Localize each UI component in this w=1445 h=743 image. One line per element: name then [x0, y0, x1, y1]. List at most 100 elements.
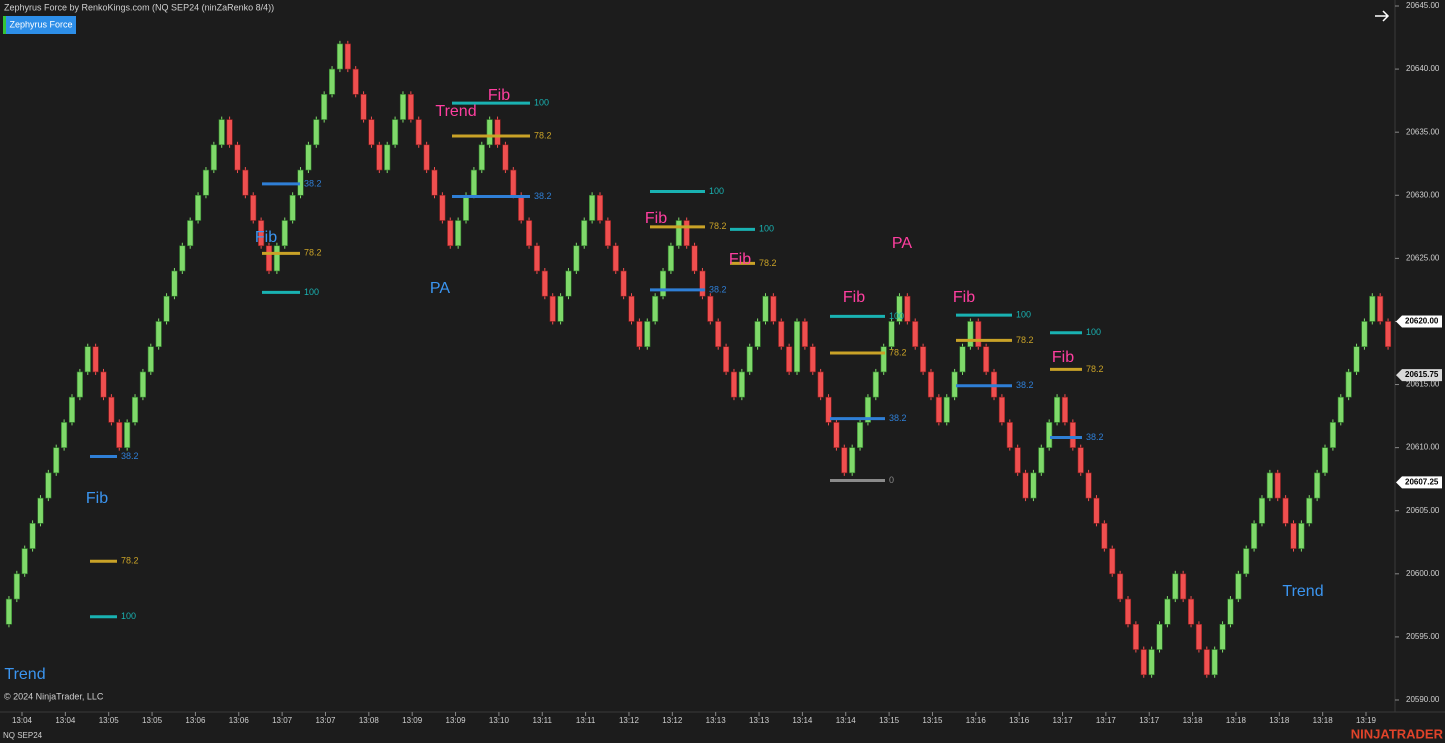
y-tick-label: 20600.00	[1406, 569, 1440, 578]
brick	[1211, 649, 1218, 676]
y-tick-label: 20640.00	[1406, 64, 1440, 73]
y-tick-label: 20635.00	[1406, 127, 1440, 136]
brick	[1140, 649, 1147, 676]
button-accent	[3, 16, 6, 34]
brick	[210, 144, 217, 171]
x-tick-label: 13:15	[879, 716, 900, 725]
brick	[1109, 548, 1116, 575]
brick	[1054, 396, 1061, 423]
brick	[13, 573, 20, 600]
fib-level-label: 38.2	[534, 191, 552, 201]
x-tick-label: 13:05	[99, 716, 120, 725]
x-tick-label: 13:12	[662, 716, 683, 725]
indicator-button[interactable]	[6, 16, 76, 34]
brick	[321, 94, 328, 120]
brick	[1329, 422, 1336, 448]
annotation: Trend	[4, 666, 45, 683]
brick	[415, 119, 422, 146]
brick	[935, 396, 942, 423]
brick	[423, 144, 430, 171]
fib-level-label: 38.2	[889, 413, 907, 423]
brick	[636, 321, 643, 347]
brick	[431, 169, 438, 196]
x-tick-label: 13:14	[792, 716, 813, 725]
brick	[533, 245, 541, 272]
brick	[1298, 523, 1305, 549]
x-tick-label: 13:04	[55, 716, 76, 725]
x-tick-label: 13:12	[619, 716, 640, 725]
annotation: Fib	[86, 490, 108, 507]
brick	[983, 346, 990, 373]
brick	[407, 94, 414, 120]
x-tick-label: 13:14	[836, 716, 857, 725]
brick	[628, 295, 635, 322]
annotation: Fib	[843, 289, 865, 306]
x-tick-label: 13:18	[1183, 716, 1204, 725]
annotation: Fib	[953, 289, 975, 306]
fib-level-label: 100	[759, 224, 774, 234]
brick	[754, 321, 761, 347]
price-marker-label: 20615.75	[1405, 370, 1439, 379]
fib-level-label: 38.2	[1086, 432, 1104, 442]
brick	[1361, 321, 1368, 347]
x-tick-label: 13:07	[315, 716, 336, 725]
annotation: Fib	[255, 229, 277, 246]
x-tick-label: 13:18	[1269, 716, 1290, 725]
brick	[21, 548, 28, 575]
brick	[116, 422, 123, 448]
brick	[289, 194, 296, 221]
brick	[1132, 623, 1139, 650]
brick	[959, 346, 966, 373]
brick	[281, 220, 288, 247]
brick	[762, 295, 769, 322]
x-tick-label: 13:13	[749, 716, 770, 725]
brick	[470, 169, 477, 196]
price-marker-box	[1396, 315, 1442, 328]
annotation: Fib	[729, 251, 751, 268]
brick	[778, 321, 785, 347]
fib-level-label: 78.2	[709, 221, 727, 231]
brick	[1274, 472, 1281, 499]
brick	[1180, 573, 1187, 600]
brick	[1345, 371, 1352, 398]
brick	[1101, 523, 1108, 549]
brick	[147, 346, 154, 373]
brick	[809, 346, 816, 373]
brick	[557, 295, 564, 322]
brick	[644, 321, 651, 347]
x-tick-label: 13:06	[229, 716, 250, 725]
brick	[770, 295, 777, 322]
brick	[155, 321, 162, 347]
x-tick-label: 13:04	[12, 716, 33, 725]
brick	[715, 321, 722, 347]
brick	[746, 346, 753, 373]
brick	[620, 270, 627, 297]
x-tick-label: 13:09	[402, 716, 423, 725]
fib-level-label: 78.2	[534, 130, 552, 140]
brick	[265, 245, 273, 272]
y-tick-label: 20610.00	[1406, 443, 1440, 452]
annotation: Fib	[1052, 349, 1074, 366]
brick	[975, 321, 982, 347]
brick	[1038, 447, 1045, 474]
indicator-button-label[interactable]: Zephyrus Force	[9, 19, 72, 29]
brick	[549, 295, 556, 322]
price-marker-label: 20620.00	[1405, 317, 1439, 326]
arrow-icon[interactable]	[1375, 10, 1390, 22]
brick	[179, 245, 186, 272]
x-tick-label: 13:16	[966, 716, 987, 725]
brick	[1124, 598, 1132, 625]
brick	[565, 270, 572, 297]
brick	[486, 119, 493, 146]
x-tick-label: 13:05	[142, 716, 163, 725]
brick	[1093, 497, 1100, 524]
brick	[526, 220, 533, 247]
brick	[920, 346, 927, 373]
brick	[612, 245, 619, 272]
brick	[856, 422, 864, 448]
brick	[604, 220, 611, 247]
x-tick-label: 13:09	[446, 716, 467, 725]
brick	[667, 245, 674, 272]
